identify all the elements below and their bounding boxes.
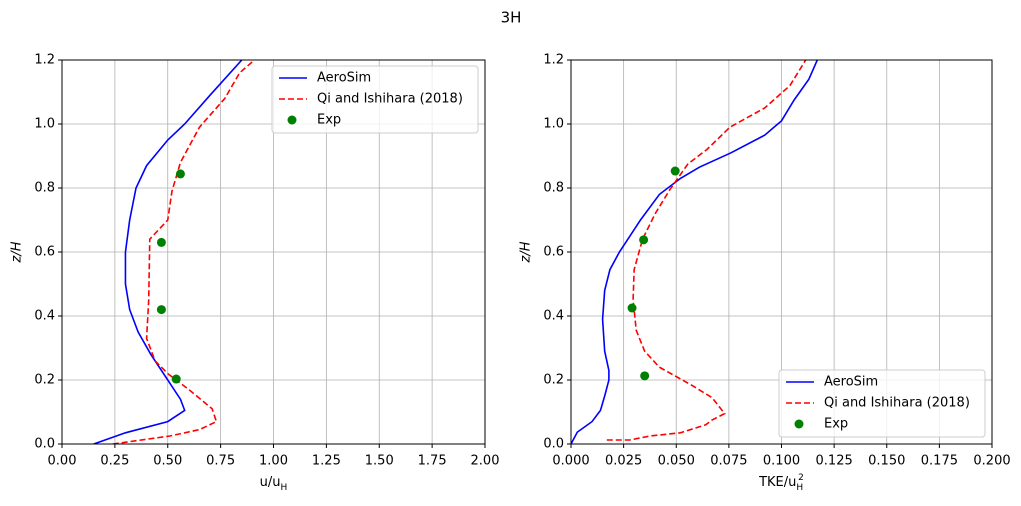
series-line xyxy=(571,60,819,444)
x-axis-label-main: u/u xyxy=(260,475,281,490)
legend-box xyxy=(271,65,479,134)
series-line xyxy=(606,60,807,441)
legend-label: Qi and Ishihara (2018) xyxy=(824,396,970,411)
x-axis-label-sup: 2 xyxy=(798,473,804,483)
data-point xyxy=(156,305,166,315)
x-axis-label-sub: H xyxy=(796,483,803,493)
data-point xyxy=(640,371,650,381)
x-axis-label-main: TKE/u xyxy=(758,475,796,490)
axes-frame xyxy=(61,59,486,445)
x-tick-label: 0.00 xyxy=(48,454,77,469)
y-axis-label: z/H xyxy=(10,241,25,263)
subplot: 0.00 0.25 0.50 0.75 1.00 1.25 1.50 1.75 2.00 0.0 0… xyxy=(10,53,500,493)
data-point xyxy=(670,166,680,176)
axes-frame xyxy=(570,59,993,445)
x-tick-label: 0.150 xyxy=(868,454,905,469)
series-line xyxy=(112,60,255,444)
y-tick-label: 0.2 xyxy=(34,373,55,388)
y-tick-label: 1.2 xyxy=(543,53,564,68)
legend-label: Exp xyxy=(317,113,341,128)
x-tick-label: 0.175 xyxy=(921,454,958,469)
data-point xyxy=(171,374,181,384)
x-tick-label: 0.125 xyxy=(816,454,853,469)
legend-marker xyxy=(794,419,804,429)
legend-label: Exp xyxy=(824,417,848,432)
y-tick-label: 1.0 xyxy=(34,117,55,132)
x-tick-label: 0.75 xyxy=(206,454,235,469)
x-tick-label: 0.100 xyxy=(763,454,800,469)
figure-title: 3H xyxy=(501,9,522,27)
x-axis-label: u/uH xyxy=(260,475,288,493)
y-tick-label: 1.0 xyxy=(543,117,564,132)
x-tick-label: 1.00 xyxy=(259,454,288,469)
y-tick-label: 0.6 xyxy=(34,245,55,260)
data-point xyxy=(156,237,166,247)
series-line xyxy=(93,60,243,444)
legend: AeroSim Qi and Ishihara (2018) Exp xyxy=(778,369,986,438)
x-tick-label: 0.25 xyxy=(100,454,129,469)
y-tick-label: 0.6 xyxy=(543,245,564,260)
y-axis-label: z/H xyxy=(519,241,534,263)
x-tick-label: 0.050 xyxy=(658,454,695,469)
data-point xyxy=(627,303,637,313)
y-tick-label: 0.8 xyxy=(34,181,55,196)
legend-label: AeroSim xyxy=(824,375,878,390)
y-tick-label: 0.4 xyxy=(543,309,564,324)
x-tick-label: 1.75 xyxy=(418,454,447,469)
legend-label: Qi and Ishihara (2018) xyxy=(317,92,463,107)
y-tick-label: 0.4 xyxy=(34,309,55,324)
x-tick-label: 1.50 xyxy=(365,454,394,469)
y-tick-label: 0.0 xyxy=(543,437,564,452)
legend-box xyxy=(778,369,986,438)
x-tick-label: 0.025 xyxy=(605,454,642,469)
legend: AeroSim Qi and Ishihara (2018) Exp xyxy=(271,65,479,134)
x-tick-label: 2.00 xyxy=(471,454,500,469)
x-tick-label: 1.25 xyxy=(312,454,341,469)
y-tick-label: 0.2 xyxy=(543,373,564,388)
x-axis-label-sub: H xyxy=(281,483,288,493)
y-tick-label: 1.2 xyxy=(34,53,55,68)
x-tick-label: 0.000 xyxy=(552,454,589,469)
y-tick-label: 0.0 xyxy=(34,437,55,452)
y-tick-label: 0.8 xyxy=(543,181,564,196)
x-axis-label: TKE/uH2 xyxy=(758,473,804,493)
data-point xyxy=(175,169,185,179)
legend-label: AeroSim xyxy=(317,71,371,86)
x-tick-label: 0.50 xyxy=(153,454,182,469)
data-point xyxy=(639,235,649,245)
x-tick-label: 0.200 xyxy=(973,454,1010,469)
x-tick-label: 0.075 xyxy=(710,454,747,469)
subplot: 0.000 0.025 0.050 0.075 0.100 0.125 0.150 0.175… xyxy=(519,53,1011,493)
legend-marker xyxy=(287,115,297,125)
